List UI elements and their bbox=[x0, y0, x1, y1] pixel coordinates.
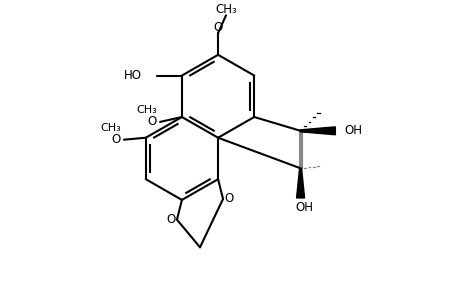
Text: CH₃: CH₃ bbox=[136, 105, 157, 115]
Text: CH₃: CH₃ bbox=[215, 3, 236, 16]
Polygon shape bbox=[296, 168, 304, 198]
Text: CH₃: CH₃ bbox=[100, 123, 121, 133]
Text: O: O bbox=[213, 21, 222, 34]
Text: O: O bbox=[112, 133, 121, 146]
Text: OH: OH bbox=[343, 124, 362, 137]
Text: O: O bbox=[147, 116, 157, 128]
Text: O: O bbox=[166, 213, 175, 226]
Text: O: O bbox=[224, 192, 233, 206]
Text: HO: HO bbox=[124, 69, 142, 82]
Text: OH: OH bbox=[295, 201, 313, 214]
Polygon shape bbox=[300, 127, 335, 135]
